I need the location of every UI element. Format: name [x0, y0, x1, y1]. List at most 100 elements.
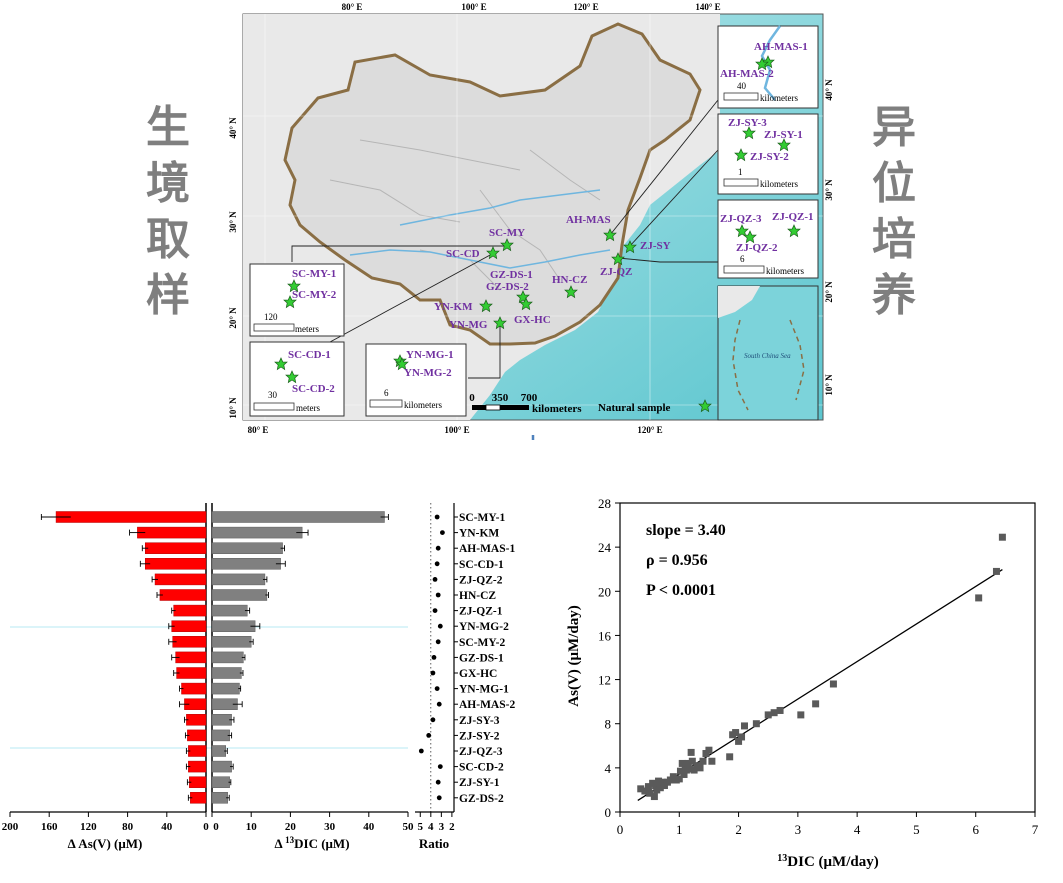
- scalebar-unit: kilometers: [532, 403, 582, 415]
- inset-zj-sy-scale: 1: [738, 167, 743, 177]
- scatter-point-3: [644, 783, 652, 791]
- scatter-ytick-label-16: 16: [598, 628, 612, 643]
- left-lat-10: 10° N: [228, 397, 238, 419]
- scatter-xtick-label-2: 2: [735, 822, 742, 837]
- scatter-frame: [619, 502, 1036, 813]
- as-v-bar-SC-CD-1: [144, 558, 207, 570]
- as-v-tick-label-120: 120: [80, 821, 97, 833]
- scatter-point-26: [687, 748, 695, 756]
- scalebar-tick-700: 700: [521, 392, 538, 404]
- annotation-p: P < 0.0001: [646, 582, 716, 599]
- dic-bar-YN-MG-2: [211, 620, 256, 632]
- scatter-y-axis-title: As(V) (μM/day): [566, 605, 582, 706]
- scatter-ytick-label-8: 8: [605, 717, 612, 732]
- scalebar-tick-350: 350: [492, 392, 509, 404]
- category-label-YN-MG-2: YN-MG-2: [459, 621, 509, 633]
- leader-zj-sy: [628, 149, 719, 248]
- as-v-bar-AH-MAS-1: [144, 542, 207, 554]
- right-char-2: 位: [872, 158, 916, 209]
- as-v-tick-label-200: 200: [2, 821, 19, 833]
- scatter-point-28: [690, 766, 698, 774]
- map-scalebar: 0 350 700 kilometers Natural sample: [469, 392, 712, 415]
- dic-tick-label-10: 10: [246, 821, 258, 833]
- left-char-1: 生: [146, 102, 190, 153]
- ratio-point-ZJ-QZ-3: [418, 748, 424, 754]
- right-char-1: 异: [872, 102, 916, 153]
- inset-yn-mg-label-1: YN-MG-1: [406, 349, 454, 361]
- inset-sc-my-scale: 120: [264, 312, 278, 322]
- bottom-lon-120: 120° E: [637, 425, 662, 435]
- inset-zj-qz-label-3: ZJ-QZ-3: [720, 213, 762, 225]
- scatter-point-25: [686, 765, 694, 773]
- ratio-point-SC-MY-1: [434, 514, 440, 520]
- site-label-zj-qz: ZJ-QZ: [600, 266, 632, 278]
- left-lat-20: 20° N: [228, 307, 238, 329]
- dic-tick-label-0: 0: [213, 821, 219, 833]
- category-label-AH-MAS-1: AH-MAS-1: [459, 543, 515, 555]
- ratio-point-SC-MY-2: [435, 639, 441, 645]
- inset-ah-mas-label-1: AH-MAS-1: [754, 41, 808, 53]
- category-label-SC-CD-2: SC-CD-2: [459, 762, 504, 774]
- bottom-lon-100: 100° E: [444, 425, 469, 435]
- inset-zj-qz-label-1: ZJ-QZ-1: [772, 211, 814, 223]
- scatter-ytick-label-4: 4: [605, 761, 612, 776]
- site-label-gz-ds-2: GZ-DS-2: [486, 281, 529, 293]
- scatter-point-31: [699, 757, 707, 765]
- top-lon-80: 80° E: [342, 2, 363, 12]
- right-char-4: 养: [872, 270, 916, 321]
- site-label-zj-sy: ZJ-SY: [640, 240, 671, 252]
- right-lat-10: 10° N: [824, 374, 834, 396]
- category-label-GZ-DS-2: GZ-DS-2: [459, 793, 504, 805]
- leader-sc-cd: [329, 253, 493, 343]
- category-label-ZJ-QZ-1: ZJ-QZ-1: [459, 606, 503, 618]
- site-label-gx-hc: GX-HC: [514, 314, 551, 326]
- leader-ah-mas: [609, 99, 719, 236]
- scatter-xtick-label-1: 1: [676, 822, 683, 837]
- ratio-tick-label-5: 5: [418, 821, 424, 833]
- left-vertical-label: 生 境 取 样: [138, 100, 198, 324]
- dic-tick-label-50: 50: [403, 821, 415, 833]
- dic-bar-YN-MG-1: [211, 682, 240, 695]
- site-label-hn-cz: HN-CZ: [552, 274, 587, 286]
- scatter-point-18: [675, 775, 683, 783]
- category-label-ZJ-QZ-2: ZJ-QZ-2: [459, 574, 503, 586]
- right-lat-20: 20° N: [824, 281, 834, 303]
- scatter-ytick-label-28: 28: [598, 496, 611, 511]
- inset-zj-sy-unit: kilometers: [760, 179, 798, 189]
- category-label-YN-KM: YN-KM: [459, 528, 499, 540]
- inset-zj-qz: ZJ-QZ-3 ZJ-QZ-1 ZJ-QZ-2 6 kilometers: [717, 199, 819, 279]
- as-v-bar-GZ-DS-1: [175, 651, 207, 664]
- ratio-point-ZJ-QZ-1: [432, 608, 438, 613]
- dic-bar-GX-HC: [211, 667, 242, 679]
- dic-bar-chart: 0 10 20 30 40 50: [211, 503, 415, 833]
- inset-sc-cd: SC-CD-1 SC-CD-2 30 meters: [249, 341, 345, 417]
- scatter-ytick-label-12: 12: [598, 673, 611, 688]
- inset-ah-mas-scale: 40: [737, 81, 747, 91]
- scatter-point-44: [776, 706, 784, 714]
- dic-bar-SC-CD-1: [211, 558, 281, 570]
- scatter-point-40: [741, 722, 748, 730]
- as-v-bar-ZJ-QZ-3: [188, 745, 207, 757]
- right-char-3: 培: [872, 214, 916, 265]
- scatter-point-38: [735, 737, 743, 745]
- scatter-point-39: [738, 733, 746, 741]
- left-char-2: 境: [146, 158, 190, 209]
- left-char-3: 取: [146, 214, 190, 265]
- ratio-point-ZJ-QZ-2: [432, 577, 438, 582]
- inset-ah-mas-label-2: AH-MAS-2: [720, 68, 774, 80]
- dic-bar-ZJ-QZ-2: [211, 573, 266, 586]
- inset-ah-mas: AH-MAS-1 AH-MAS-2 40 kilometers: [717, 25, 819, 109]
- ratio-point-YN-MG-2: [437, 623, 443, 629]
- inset-sc-my-unit: meters: [295, 324, 319, 334]
- ratio-point-ZJ-SY-2: [426, 733, 432, 738]
- scatter-point-37: [732, 729, 740, 737]
- ratio-tick-label-3: 3: [439, 821, 445, 833]
- category-label-YN-MG-1: YN-MG-1: [459, 684, 509, 696]
- inset-zj-sy-label-3: ZJ-SY-3: [728, 117, 767, 129]
- site-label-sc-cd: SC-CD: [446, 248, 480, 260]
- ratio-point-AH-MAS-2: [436, 701, 442, 707]
- as-v-bar-SC-MY-1: [55, 511, 207, 523]
- ratio-point-GX-HC: [430, 670, 436, 676]
- inset-sc-cd-scale: 30: [268, 390, 278, 400]
